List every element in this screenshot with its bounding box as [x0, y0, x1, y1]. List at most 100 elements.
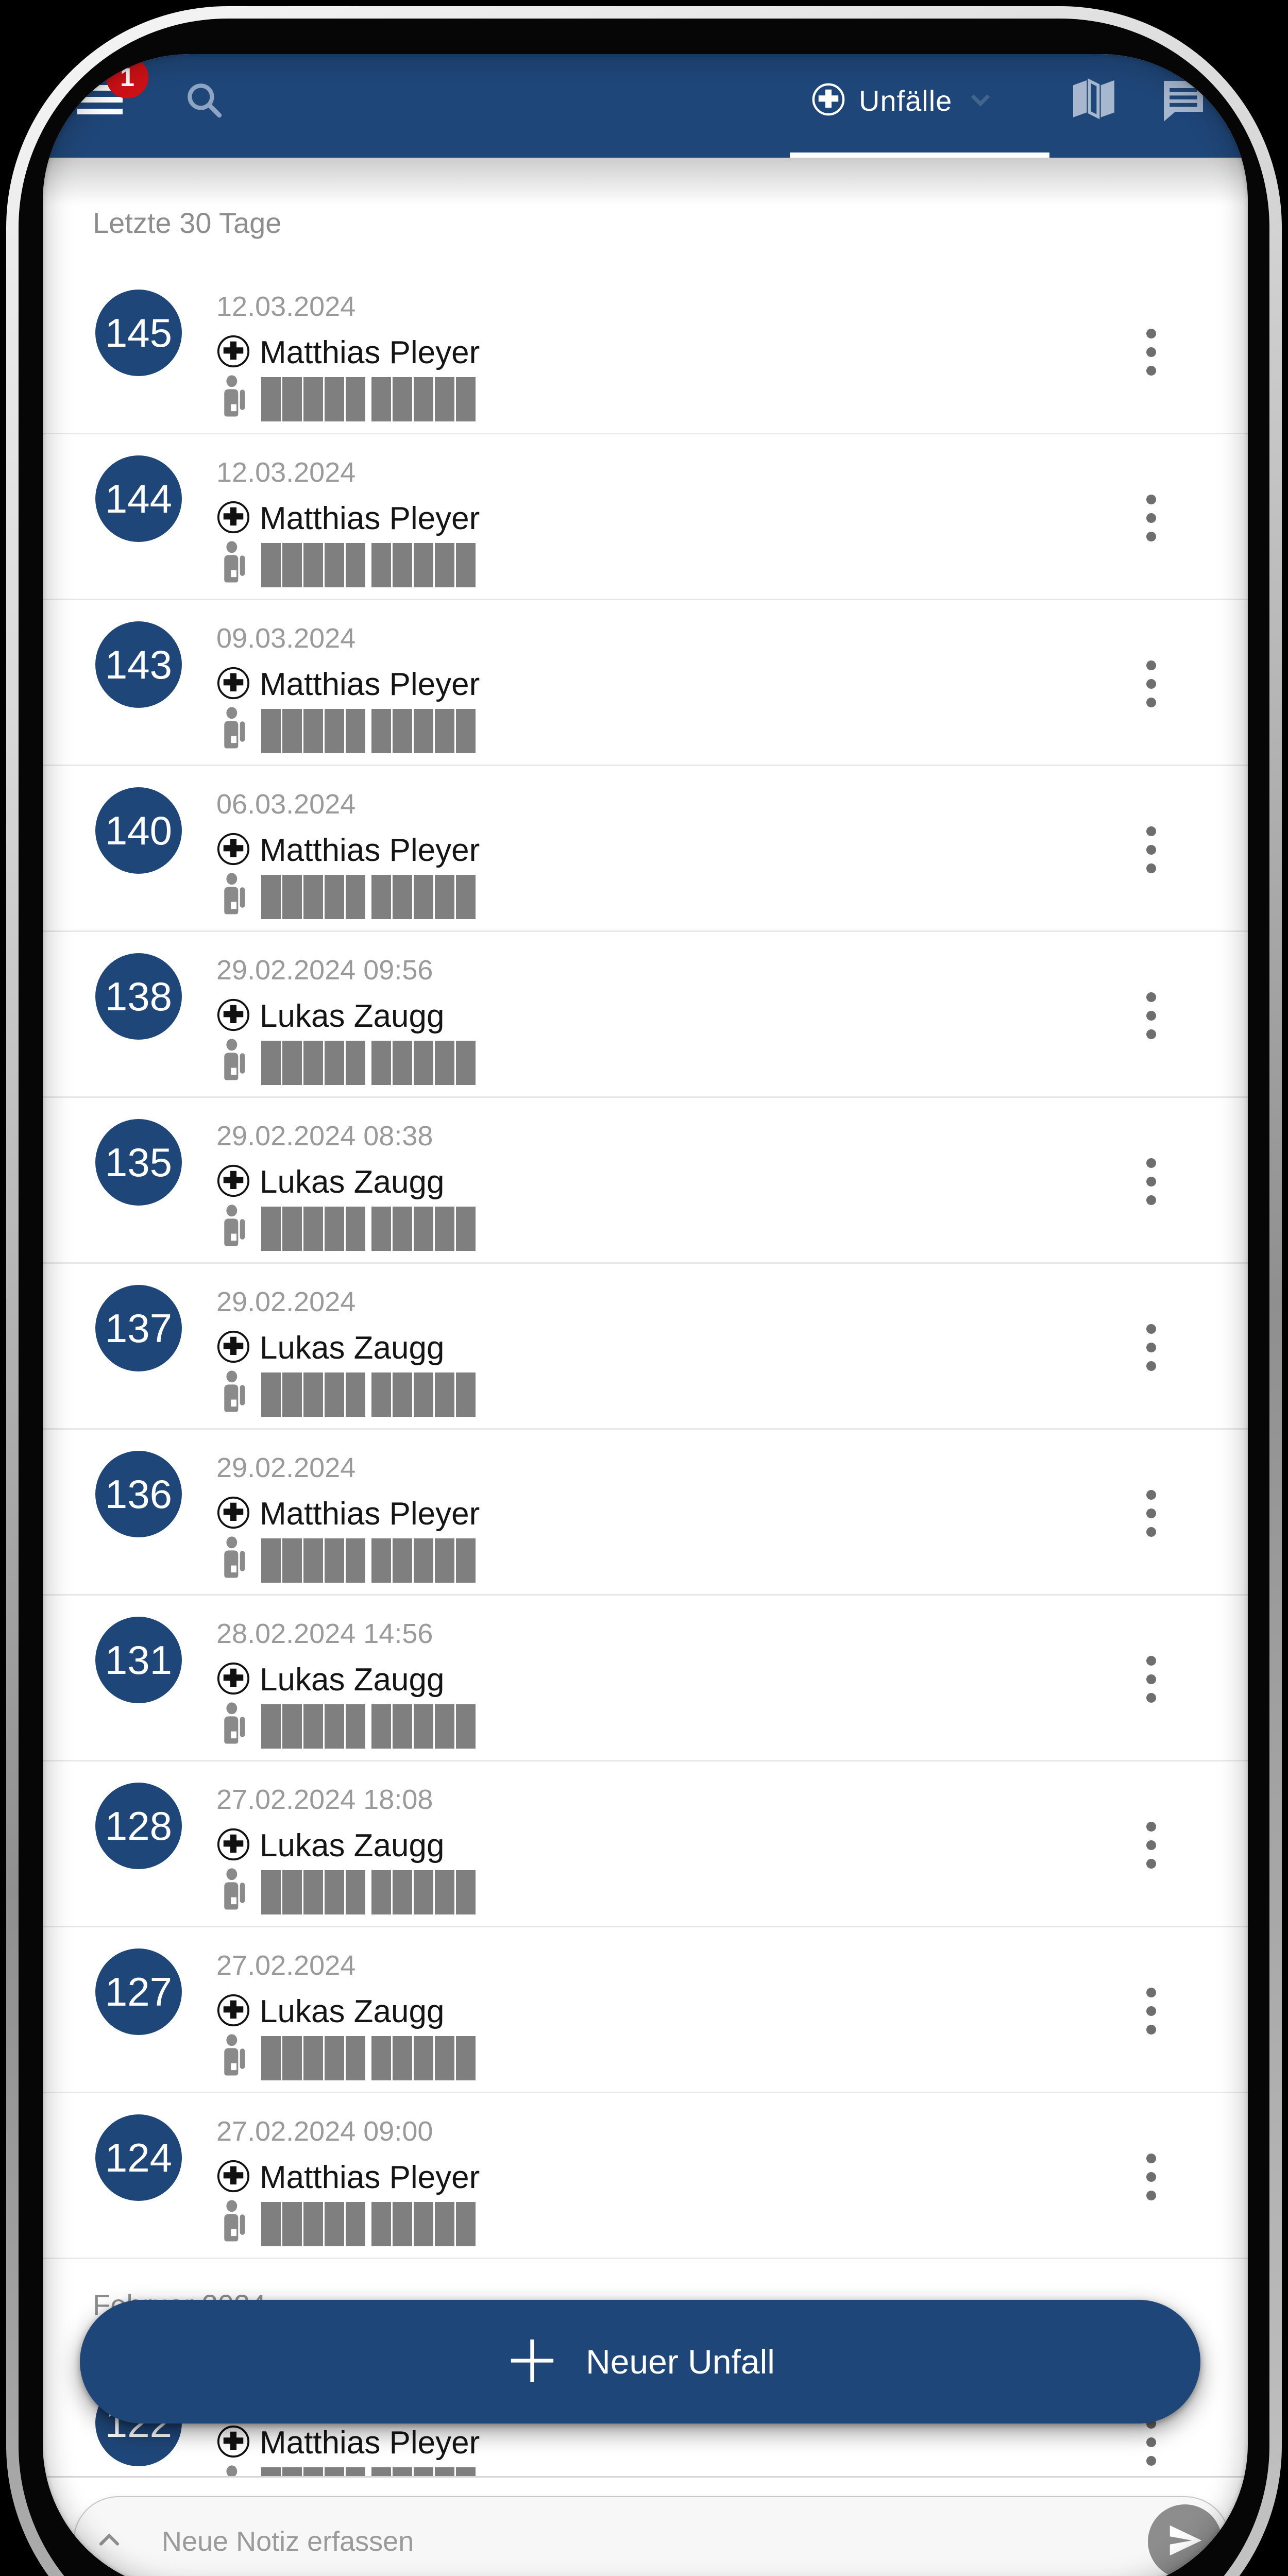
note-input[interactable]: Neue Notiz erfassen: [73, 2496, 1230, 2576]
accident-number: 127: [105, 1969, 173, 2014]
accident-number-badge: 124: [95, 2114, 182, 2201]
injured-person-icon: [221, 2200, 247, 2246]
note-input-bar: Neue Notiz erfassen: [43, 2476, 1248, 2576]
item-menu-button[interactable]: [1128, 1318, 1174, 1377]
item-menu-button[interactable]: [1128, 986, 1174, 1045]
plus-icon: [505, 2334, 559, 2390]
map-button[interactable]: [1069, 76, 1118, 125]
accident-list-item[interactable]: 145 12.03.2024 Matthias Pleyer: [43, 267, 1248, 434]
item-menu-button[interactable]: [1128, 654, 1174, 713]
accident-list-item[interactable]: 127 27.02.2024 Lukas Zaugg: [43, 1926, 1248, 2093]
item-menu-button[interactable]: [1128, 488, 1174, 547]
search-button[interactable]: [182, 78, 225, 121]
item-menu-button[interactable]: [1128, 1650, 1174, 1708]
item-menu-button[interactable]: [1128, 1981, 1174, 2040]
accident-list-item[interactable]: 143 09.03.2024 Matthias Pleyer: [43, 599, 1248, 766]
medical-cross-icon: [216, 1827, 250, 1864]
redacted-text: [261, 875, 476, 919]
medical-cross-icon: [216, 1662, 250, 1698]
accident-date: 29.02.2024 08:38: [216, 1121, 433, 1151]
kebab-dot: [1146, 2455, 1156, 2466]
accident-number: 136: [105, 1471, 173, 1517]
accident-date: 28.02.2024 14:56: [216, 1618, 433, 1649]
note-input-placeholder: Neue Notiz erfassen: [162, 2526, 414, 2557]
medical-cross-icon: [216, 1496, 250, 1532]
accident-list-item[interactable]: 135 29.02.2024 08:38 Lukas Zaugg: [43, 1096, 1248, 1264]
accident-number-badge: 140: [95, 787, 182, 874]
reporter-name: Matthias Pleyer: [260, 2159, 480, 2195]
accident-number-badge: 143: [95, 621, 182, 708]
send-icon: [1165, 2520, 1205, 2563]
accident-list-item[interactable]: 138 29.02.2024 09:56 Lukas Zaugg: [43, 930, 1248, 1098]
kebab-dot: [1146, 1858, 1156, 1869]
kebab-dot: [1146, 1674, 1156, 1684]
medical-cross-icon: [216, 334, 250, 371]
medical-cross-icon: [216, 832, 250, 869]
reporter-name: Lukas Zaugg: [260, 1827, 445, 1863]
accident-number: 145: [105, 310, 173, 355]
redacted-text: [261, 1538, 476, 1583]
reporter-name: Matthias Pleyer: [260, 1496, 480, 1532]
medical-cross-icon: [216, 666, 250, 703]
accident-number: 124: [105, 2134, 173, 2180]
phone-screen: 1 Unfälle: [43, 54, 1248, 2576]
redacted-text: [261, 709, 476, 753]
item-menu-button[interactable]: [1128, 323, 1174, 381]
new-accident-button[interactable]: Neuer Unfall: [80, 2300, 1200, 2424]
accident-list-item[interactable]: 131 28.02.2024 14:56 Lukas Zaugg: [43, 1594, 1248, 1761]
accident-number: 128: [105, 1803, 173, 1849]
accident-list-item[interactable]: 136 29.02.2024 Matthias Pleyer: [43, 1428, 1248, 1596]
item-menu-button[interactable]: [1128, 2147, 1174, 2206]
accident-number: 144: [105, 476, 173, 521]
accident-list-item[interactable]: 137 29.02.2024 Lukas Zaugg: [43, 1262, 1248, 1430]
kebab-dot: [1146, 494, 1156, 504]
kebab-dot: [1146, 1029, 1156, 1039]
kebab-dot: [1146, 2437, 1156, 2447]
kebab-dot: [1146, 1361, 1156, 1371]
reporter-name: Matthias Pleyer: [260, 666, 480, 702]
injured-person-icon: [221, 1370, 247, 1416]
menu-button[interactable]: [77, 85, 134, 121]
kebab-dot: [1146, 1655, 1156, 1666]
record-type-dropdown[interactable]: Unfälle: [811, 74, 995, 127]
accident-list-item[interactable]: 128 27.02.2024 18:08 Lukas Zaugg: [43, 1760, 1248, 1927]
redacted-text: [261, 377, 476, 421]
kebab-dot: [1146, 1195, 1156, 1205]
kebab-dot: [1146, 1527, 1156, 1537]
kebab-dot: [1146, 1324, 1156, 1334]
reporter-name: Matthias Pleyer: [260, 334, 480, 370]
record-type-label: Unfälle: [859, 84, 953, 117]
kebab-dot: [1146, 1987, 1156, 1997]
reporter-name: Lukas Zaugg: [260, 1164, 445, 1200]
accident-list-item[interactable]: 124 27.02.2024 09:00 Matthias Pleyer: [43, 2092, 1248, 2259]
accident-list-item[interactable]: 140 06.03.2024 Matthias Pleyer: [43, 765, 1248, 932]
accident-list-item[interactable]: 144 12.03.2024 Matthias Pleyer: [43, 433, 1248, 600]
kebab-dot: [1146, 2153, 1156, 2163]
item-menu-button[interactable]: [1128, 820, 1174, 879]
kebab-dot: [1146, 1489, 1156, 1500]
accident-date: 12.03.2024: [216, 291, 356, 322]
accident-date: 06.03.2024: [216, 789, 356, 820]
reporter-name: Lukas Zaugg: [260, 1993, 445, 2029]
accident-number-badge: 127: [95, 1948, 182, 2035]
kebab-dot: [1146, 697, 1156, 707]
chevron-down-icon: [965, 84, 995, 117]
medical-cross-icon: [216, 500, 250, 537]
item-menu-button[interactable]: [1128, 1484, 1174, 1543]
item-menu-button[interactable]: [1128, 1816, 1174, 1874]
item-menu-button[interactable]: [1128, 1152, 1174, 1211]
accident-date: 27.02.2024 18:08: [216, 1784, 433, 1815]
reporter-name: Lukas Zaugg: [260, 998, 445, 1034]
accident-number: 137: [105, 1305, 173, 1351]
accident-list: Letzte 30 Tage 145 12.03.2024 Matthias P…: [43, 54, 1248, 2576]
redacted-text: [261, 1870, 476, 1914]
kebab-dot: [1146, 844, 1156, 855]
accident-number-badge: 131: [95, 1617, 182, 1703]
kebab-dot: [1146, 513, 1156, 523]
injured-person-icon: [221, 1536, 247, 1582]
active-tab-indicator: [790, 152, 1049, 158]
accident-number: 135: [105, 1139, 173, 1185]
notes-button[interactable]: [1159, 76, 1208, 125]
redacted-text: [261, 543, 476, 587]
send-note-button[interactable]: [1148, 2504, 1222, 2576]
